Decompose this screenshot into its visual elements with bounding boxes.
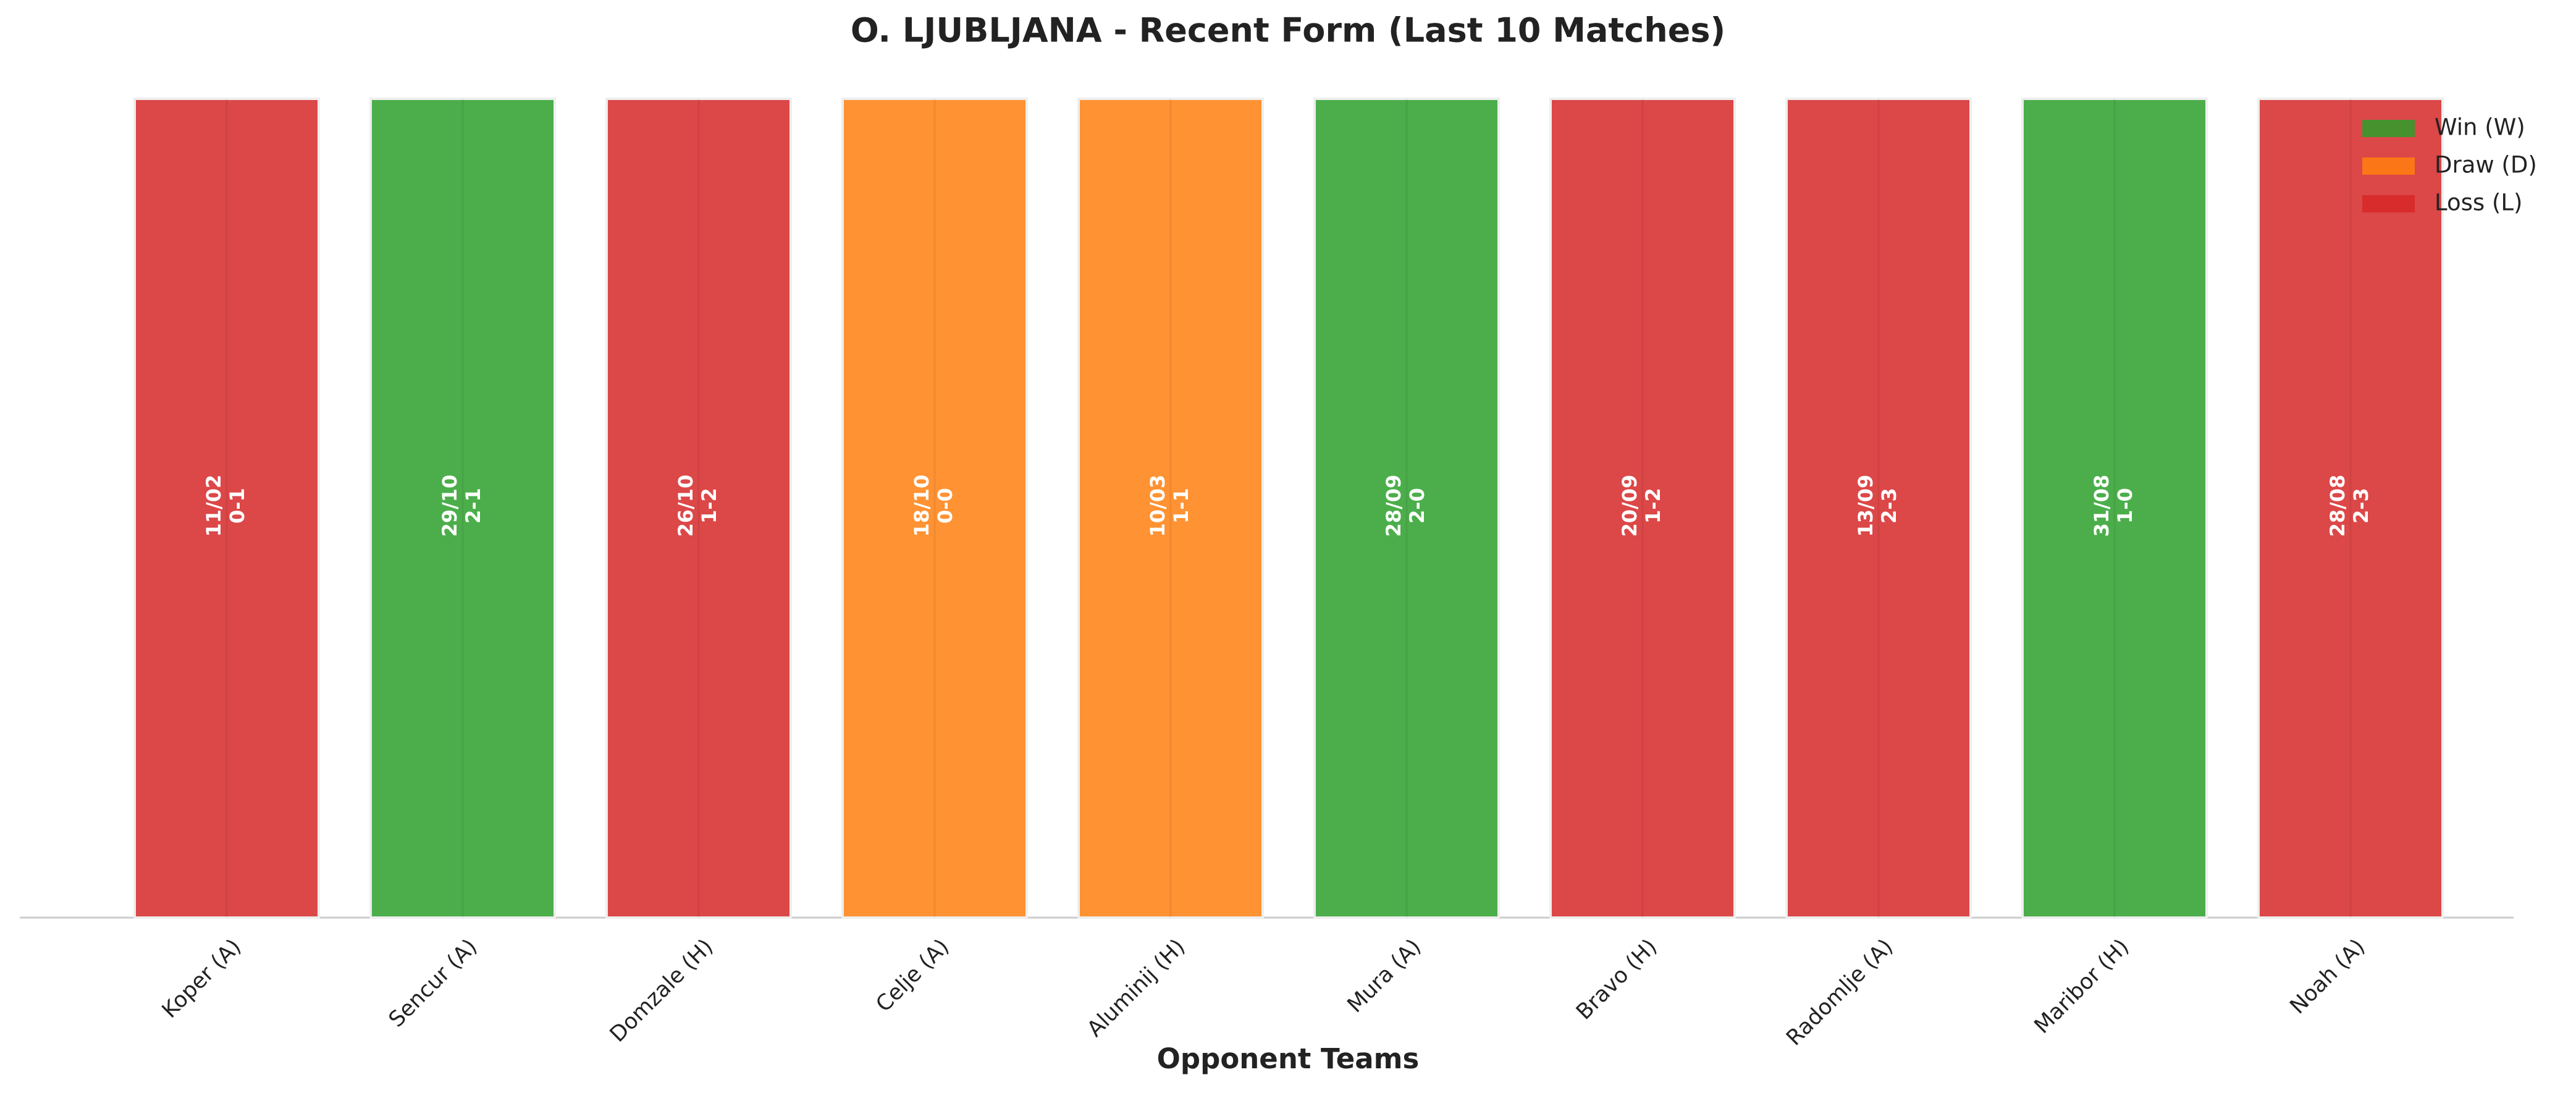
- bar-label: 2-3: [2349, 488, 2373, 524]
- bar-label: 1-2: [1641, 488, 1665, 524]
- bar: [1077, 98, 1264, 919]
- legend-label: Win (W): [2435, 114, 2525, 141]
- bar: [369, 98, 556, 919]
- bar-label: 0-1: [225, 488, 249, 524]
- x-axis-label: Opponent Teams: [1157, 1042, 1420, 1075]
- bar: [605, 98, 792, 919]
- legend-swatch: [2362, 120, 2415, 137]
- bar-label: 1-2: [697, 488, 721, 524]
- bar-label: 2-1: [461, 488, 485, 524]
- bar-label: 1-0: [2113, 488, 2137, 524]
- bar-label: 18/10: [910, 475, 933, 537]
- legend-swatch: [2362, 157, 2415, 175]
- bar-label: 28/09: [1382, 475, 1405, 537]
- bar: [1549, 98, 1736, 919]
- bar: [133, 98, 320, 919]
- bar-label: 10/03: [1146, 475, 1169, 537]
- bar-label: 11/02: [202, 475, 225, 537]
- bar: [1313, 98, 1500, 919]
- bar: [1785, 98, 1972, 919]
- bar-label: 26/10: [674, 475, 697, 537]
- bar-label: 29/10: [438, 475, 461, 537]
- bar: [2021, 98, 2208, 919]
- bar-label: 13/09: [1854, 475, 1877, 537]
- legend-label: Draw (D): [2435, 152, 2537, 178]
- bar-label: 1-1: [1169, 488, 1193, 524]
- bar-label: 0-0: [933, 488, 957, 524]
- legend-label: Loss (L): [2435, 190, 2522, 216]
- legend-swatch: [2362, 195, 2415, 212]
- bar-label: 2-3: [1877, 488, 1901, 524]
- bar-label: 2-0: [1405, 488, 1429, 524]
- chart-title: O. LJUBLJANA - Recent Form (Last 10 Matc…: [851, 11, 1725, 50]
- bar-label: 31/08: [2090, 475, 2113, 537]
- bar: [2257, 98, 2444, 919]
- bar-label: 20/09: [1618, 475, 1641, 537]
- bar-label: 28/08: [2326, 475, 2349, 537]
- bar: [841, 98, 1028, 919]
